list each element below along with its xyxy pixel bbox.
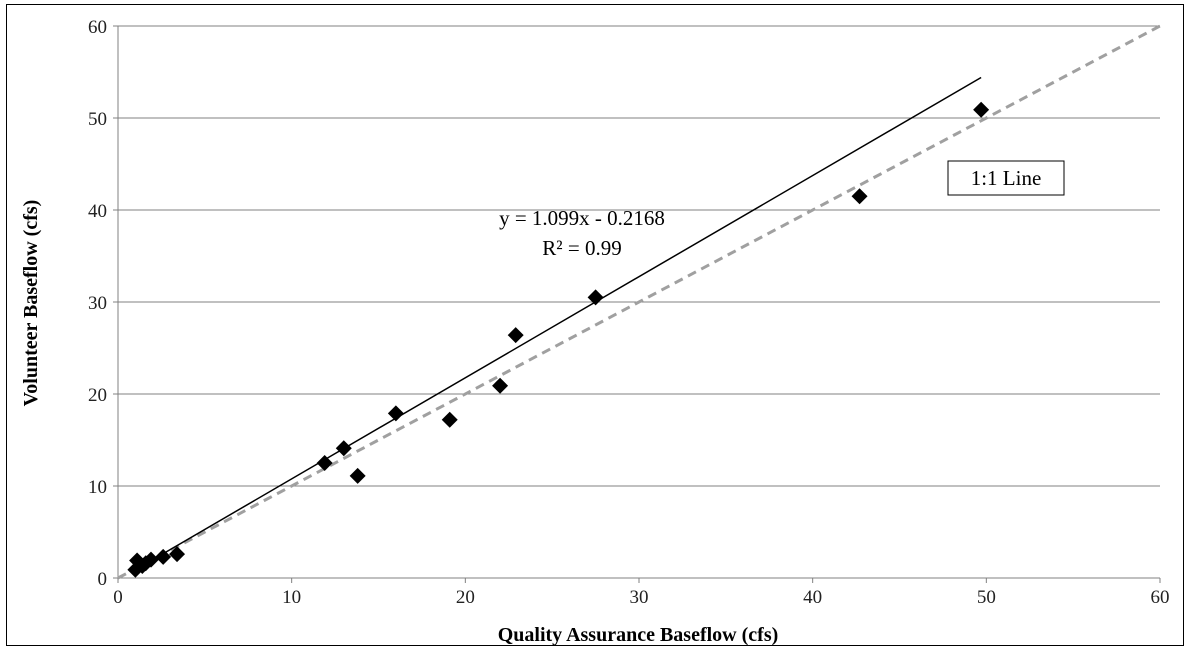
data-point xyxy=(587,289,604,306)
one-to-one-line xyxy=(117,24,1161,580)
data-point xyxy=(142,551,159,568)
data-point xyxy=(387,405,404,422)
y-tick-label: 10 xyxy=(88,477,107,498)
x-tick-label: 40 xyxy=(803,587,822,608)
fit-lines xyxy=(117,24,1161,580)
y-tick-label: 0 xyxy=(98,569,108,590)
gridlines xyxy=(118,25,1160,487)
data-point xyxy=(441,411,458,428)
x-tick-label: 60 xyxy=(1151,587,1170,608)
y-tick-label: 50 xyxy=(88,109,107,130)
data-points xyxy=(127,101,990,578)
data-point xyxy=(851,188,868,205)
chart-frame xyxy=(6,4,1184,646)
r-squared-label: R² = 0.99 xyxy=(542,236,621,260)
data-point xyxy=(492,377,509,394)
data-point xyxy=(973,101,990,118)
data-point xyxy=(155,548,172,565)
data-point xyxy=(349,467,366,484)
trendline xyxy=(133,76,982,572)
x-tick-label: 50 xyxy=(977,587,996,608)
y-tick-label: 20 xyxy=(88,385,107,406)
y-axis-title: Volunteer Baseflow (cfs) xyxy=(20,200,42,407)
y-tick-label: 60 xyxy=(88,17,107,38)
legend-box xyxy=(947,160,1065,196)
data-point xyxy=(169,546,186,563)
data-point xyxy=(335,440,352,457)
x-tick-label: 0 xyxy=(113,587,123,608)
data-point xyxy=(316,455,333,471)
axes xyxy=(113,25,1161,583)
y-tick-label: 40 xyxy=(88,201,107,222)
reference-line-label: 1:1 Line xyxy=(971,166,1042,190)
x-axis-title: Quality Assurance Baseflow (cfs) xyxy=(498,624,779,646)
trendline-equation: y = 1.099x - 0.2168 xyxy=(499,206,665,230)
tick-labels: 0 10 20 30 40 50 60 0 10 20 30 40 50 60 xyxy=(88,17,1170,608)
x-tick-label: 10 xyxy=(282,587,301,608)
data-point xyxy=(507,327,524,344)
y-tick-label: 30 xyxy=(88,293,107,314)
x-tick-label: 20 xyxy=(456,587,475,608)
x-tick-label: 30 xyxy=(630,587,649,608)
